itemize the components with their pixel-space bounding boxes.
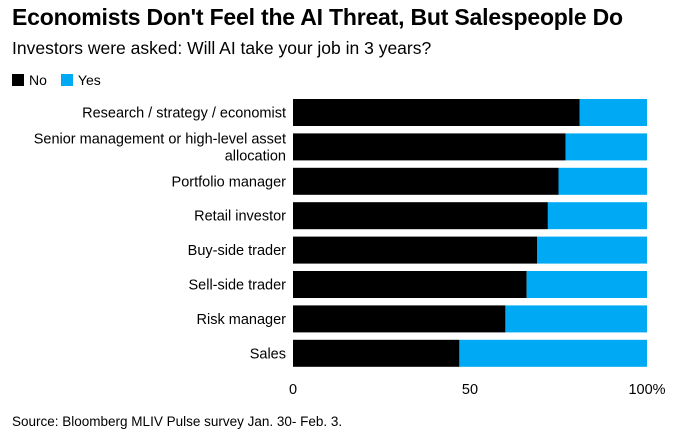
x-tick-label: 50 [462, 382, 478, 398]
bar-chart: Research / strategy / economist Senior ma… [34, 99, 666, 398]
bar-yes-retail-investor [547, 202, 647, 230]
bar-yes-senior-management-or-high-level-asset-allocation [565, 133, 647, 161]
category-label-retail-investor: Retail investor [194, 209, 286, 225]
bar-yes-research-strategy-economist [579, 99, 647, 126]
bar-yes-sell-side-trader [526, 271, 647, 298]
legend-item-yes: Yes [60, 72, 101, 88]
bar-no-buy-side-trader [293, 236, 538, 264]
category-label-sales: Sales [250, 346, 286, 362]
legend-label-yes: Yes [77, 72, 101, 88]
bar-no-retail-investor [293, 202, 548, 230]
bar-no-sell-side-trader [293, 271, 527, 298]
category-label-research-strategy-economist: Research / strategy / economist [82, 106, 286, 122]
category-label-sell-side-trader: Sell-side trader [188, 278, 286, 294]
x-tick-label: 100% [628, 382, 665, 398]
legend-item-no: No [12, 72, 47, 88]
source-note: Source: Bloomberg MLIV Pulse survey Jan.… [12, 414, 343, 429]
bar-no-senior-management-or-high-level-asset-allocation [293, 133, 566, 161]
bar-yes-risk-manager [505, 305, 647, 333]
category-label-buy-side-trader: Buy-side trader [188, 243, 286, 259]
bar-yes-sales [459, 339, 647, 367]
bar-yes-portfolio-manager [558, 167, 647, 195]
x-tick-label: 0 [289, 382, 297, 398]
category-label-risk-manager: Risk manager [197, 312, 287, 328]
bar-no-sales [293, 339, 460, 367]
category-label-senior-management-or-high-level-asset-allocation: Senior management or high-level asset all… [34, 131, 286, 164]
bar-no-research-strategy-economist [293, 99, 580, 126]
bar-no-portfolio-manager [293, 167, 559, 195]
chart-subtitle: Investors were asked: Will AI take your … [12, 38, 432, 58]
legend-label-no: No [29, 72, 47, 88]
legend-swatch-yes [60, 74, 73, 86]
bar-yes-buy-side-trader [537, 236, 647, 264]
category-label-portfolio-manager: Portfolio manager [172, 174, 287, 190]
bar-no-risk-manager [293, 305, 506, 333]
legend: No Yes [12, 72, 115, 88]
chart-title: Economists Don't Feel the AI Threat, But… [12, 4, 623, 30]
legend-swatch-no [12, 74, 24, 86]
